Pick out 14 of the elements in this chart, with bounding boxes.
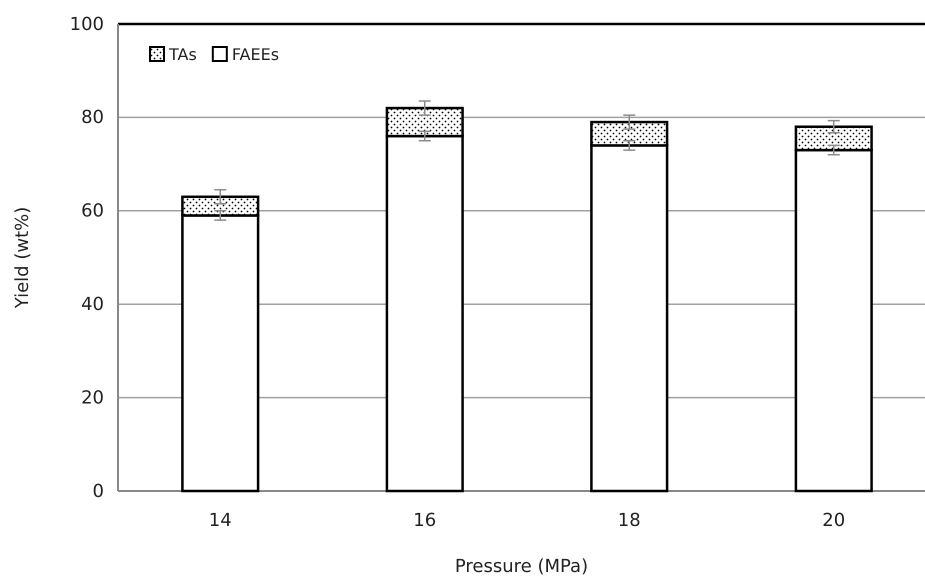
x-tick-label: 16 <box>413 510 436 531</box>
y-axis-title: Yield (wt%) <box>12 206 33 310</box>
y-tick-label: 20 <box>81 387 104 408</box>
y-tick-label: 60 <box>81 200 104 222</box>
y-tick-label: 0 <box>92 480 104 502</box>
x-tick-label: 14 <box>208 510 232 531</box>
legend-label: FAEEs <box>232 45 280 64</box>
y-tick-label: 40 <box>81 294 104 315</box>
y-tick-label: 100 <box>70 14 104 35</box>
x-axis-title: Pressure (MPa) <box>454 556 588 577</box>
y-tick-label: 80 <box>81 107 104 128</box>
legend-label: TAs <box>168 45 197 64</box>
x-tick-label: 18 <box>618 510 641 531</box>
x-tick-label: 20 <box>822 510 846 531</box>
